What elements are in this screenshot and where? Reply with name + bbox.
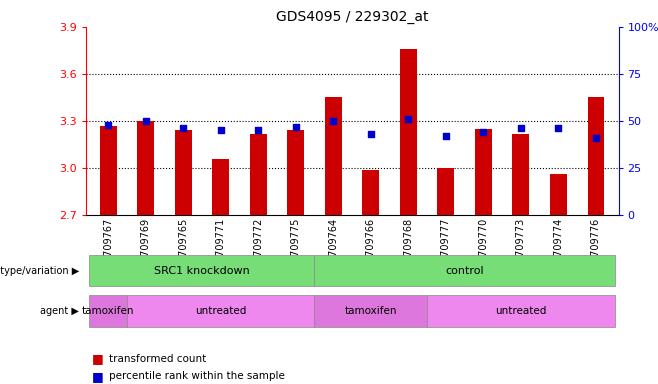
Text: GSM709769: GSM709769 bbox=[141, 218, 151, 277]
Bar bbox=[174, 131, 191, 215]
Point bbox=[366, 131, 376, 137]
Bar bbox=[315, 296, 427, 326]
Text: GSM709770: GSM709770 bbox=[478, 218, 488, 277]
Point bbox=[178, 126, 188, 132]
Point bbox=[328, 118, 338, 124]
Text: GSM709768: GSM709768 bbox=[403, 218, 413, 277]
Bar bbox=[363, 170, 379, 215]
Text: ■: ■ bbox=[92, 370, 104, 383]
Text: percentile rank within the sample: percentile rank within the sample bbox=[109, 371, 284, 381]
Point bbox=[478, 129, 489, 135]
Bar bbox=[89, 296, 127, 326]
Text: GSM709774: GSM709774 bbox=[553, 218, 563, 277]
Text: GSM709775: GSM709775 bbox=[291, 218, 301, 278]
Text: GSM709765: GSM709765 bbox=[178, 218, 188, 277]
Bar bbox=[250, 134, 266, 215]
Bar bbox=[288, 131, 304, 215]
Text: untreated: untreated bbox=[195, 306, 246, 316]
Bar bbox=[550, 174, 567, 215]
Text: GSM709776: GSM709776 bbox=[591, 218, 601, 277]
Text: GSM709764: GSM709764 bbox=[328, 218, 338, 277]
Text: untreated: untreated bbox=[495, 306, 547, 316]
Bar bbox=[400, 49, 417, 215]
Bar bbox=[513, 134, 530, 215]
Text: ■: ■ bbox=[92, 353, 104, 366]
Text: tamoxifen: tamoxifen bbox=[82, 306, 134, 316]
Text: tamoxifen: tamoxifen bbox=[345, 306, 397, 316]
Point bbox=[553, 126, 564, 132]
Point bbox=[290, 124, 301, 130]
Text: agent ▶: agent ▶ bbox=[40, 306, 79, 316]
Bar bbox=[213, 159, 229, 215]
Text: GSM709771: GSM709771 bbox=[216, 218, 226, 277]
Bar bbox=[438, 168, 454, 215]
Bar bbox=[137, 121, 154, 215]
Point bbox=[591, 135, 601, 141]
Text: GSM709772: GSM709772 bbox=[253, 218, 263, 278]
Point bbox=[103, 122, 113, 128]
Point bbox=[140, 118, 151, 124]
Bar bbox=[315, 255, 615, 286]
Point bbox=[253, 127, 263, 134]
Text: GSM709773: GSM709773 bbox=[516, 218, 526, 277]
Bar bbox=[588, 98, 605, 215]
Text: control: control bbox=[445, 266, 484, 276]
Bar bbox=[475, 129, 492, 215]
Text: GSM709777: GSM709777 bbox=[441, 218, 451, 278]
Bar bbox=[427, 296, 615, 326]
Text: genotype/variation ▶: genotype/variation ▶ bbox=[0, 266, 79, 276]
Title: GDS4095 / 229302_at: GDS4095 / 229302_at bbox=[276, 10, 428, 25]
Point bbox=[441, 133, 451, 139]
Text: GSM709767: GSM709767 bbox=[103, 218, 113, 277]
Text: SRC1 knockdown: SRC1 knockdown bbox=[154, 266, 250, 276]
Point bbox=[403, 116, 414, 122]
Bar bbox=[99, 126, 116, 215]
Point bbox=[516, 126, 526, 132]
Bar bbox=[89, 255, 315, 286]
Point bbox=[215, 127, 226, 134]
Text: GSM709766: GSM709766 bbox=[366, 218, 376, 277]
Bar bbox=[325, 98, 342, 215]
Text: transformed count: transformed count bbox=[109, 354, 206, 364]
Bar bbox=[127, 296, 315, 326]
